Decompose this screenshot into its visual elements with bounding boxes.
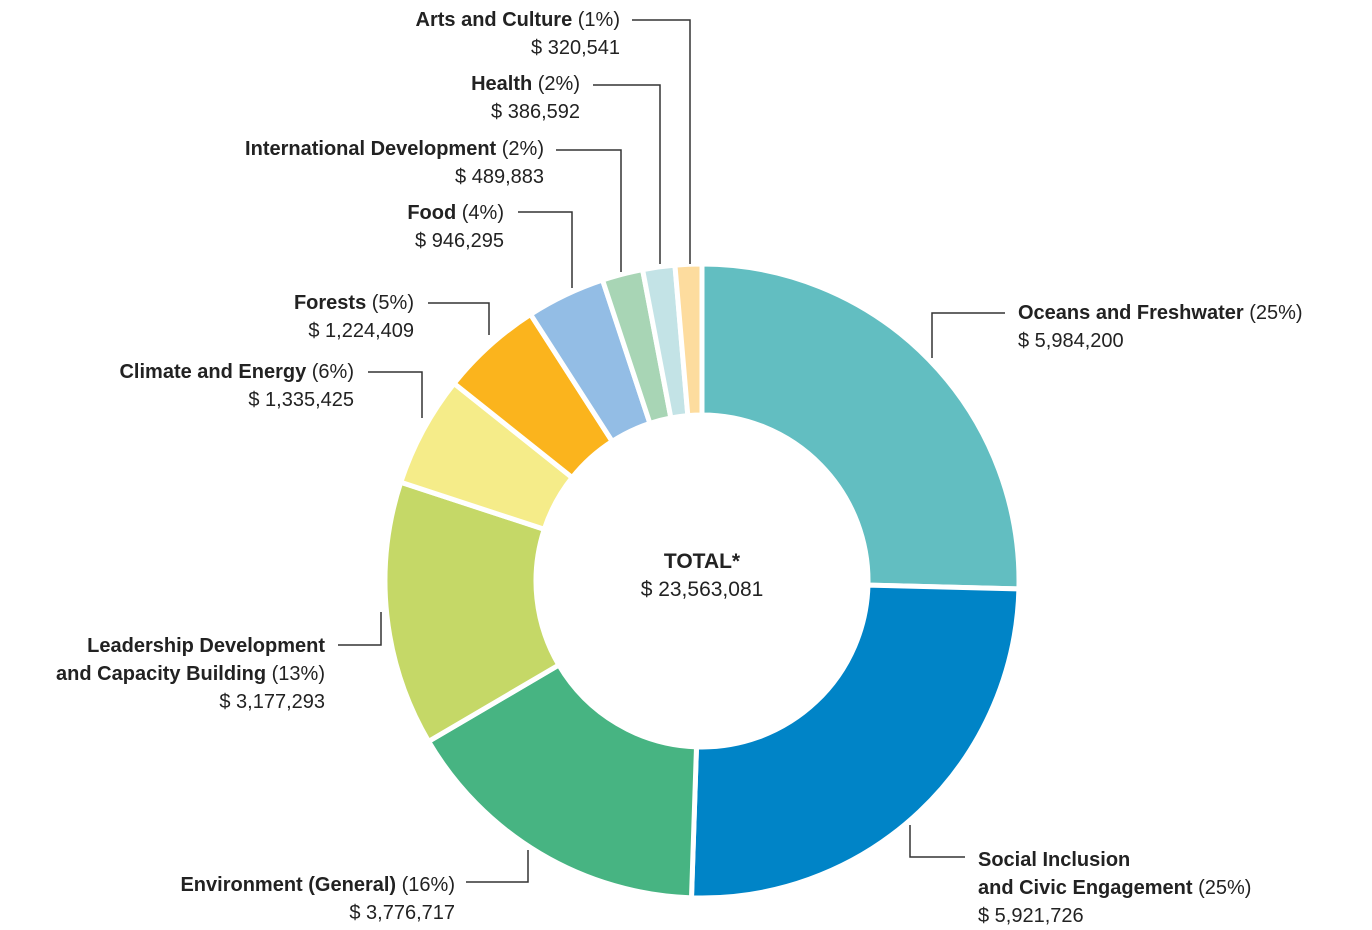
percent-label: (25%) xyxy=(1198,877,1252,899)
leader-line xyxy=(428,302,490,335)
slice-label: Food (4%) $ 946,295 xyxy=(407,199,504,255)
category-name: Climate and Energy xyxy=(119,361,307,383)
label-head: Arts and Culture (1%) xyxy=(416,6,620,34)
leader-line xyxy=(466,850,529,883)
slice-label: Climate and Energy (6%) $ 1,335,425 xyxy=(119,358,354,414)
leader-line xyxy=(593,84,661,264)
leader-line xyxy=(338,612,382,646)
slice xyxy=(382,479,563,745)
percent-label: (1%) xyxy=(577,9,620,31)
leader-line xyxy=(518,211,573,288)
label-head: Forests (5%) xyxy=(294,289,414,317)
total-value: $ 23,563,081 xyxy=(640,578,764,601)
percent-label: (2%) xyxy=(537,73,580,95)
slice-label: International Development (2%) $ 489,883 xyxy=(245,135,544,191)
category-name: International Development xyxy=(245,138,497,160)
label-head: Oceans and Freshwater (25%) xyxy=(1018,299,1303,327)
category-name: Arts and Culture xyxy=(415,9,573,31)
leader-line xyxy=(632,19,691,264)
percent-label: (13%) xyxy=(271,663,325,685)
label-head: Social Inclusion and Civic Engagement (2… xyxy=(978,846,1251,902)
slice xyxy=(672,261,705,419)
label-head: Climate and Energy (6%) xyxy=(119,358,354,386)
percent-label: (16%) xyxy=(401,874,455,896)
value-label: $ 3,177,293 xyxy=(219,691,325,713)
slice-label: Environment (General) (16%) $ 3,776,717 xyxy=(180,871,455,927)
label-head: Environment (General) (16%) xyxy=(180,871,455,899)
percent-label: (2%) xyxy=(501,138,544,160)
slice-label: Leadership Development and Capacity Buil… xyxy=(56,632,325,716)
value-label: $ 386,592 xyxy=(491,101,580,123)
category-name: Health xyxy=(471,73,533,95)
total: TOTAL* $ 23,563,081 xyxy=(552,548,852,604)
value-label: $ 320,541 xyxy=(531,37,620,59)
leader-line xyxy=(909,825,965,858)
category-name: Food xyxy=(407,202,457,224)
total-title: TOTAL* xyxy=(663,550,741,573)
label-head: International Development (2%) xyxy=(245,135,544,163)
percent-label: (6%) xyxy=(311,361,354,383)
value-label: $ 1,224,409 xyxy=(308,320,414,342)
label-head: Food (4%) xyxy=(407,199,504,227)
leader-line xyxy=(931,312,1005,358)
category-name: Oceans and Freshwater xyxy=(1018,302,1244,324)
slice-label: Forests (5%) $ 1,224,409 xyxy=(294,289,414,345)
slice xyxy=(699,261,1022,592)
value-label: $ 5,984,200 xyxy=(1018,330,1124,352)
slice-label: Health (2%) $ 386,592 xyxy=(471,70,580,126)
slice-label: Oceans and Freshwater (25%) $ 5,984,200 xyxy=(1018,299,1303,355)
category-name: Leadership Development and Capacity Buil… xyxy=(56,635,325,685)
slice xyxy=(425,661,700,901)
label-head: Health (2%) xyxy=(471,70,580,98)
slice-label: Arts and Culture (1%) $ 320,541 xyxy=(416,6,620,62)
percent-label: (25%) xyxy=(1249,302,1303,324)
leader-line xyxy=(556,149,622,272)
slice-label: Social Inclusion and Civic Engagement (2… xyxy=(978,846,1251,930)
value-label: $ 1,335,425 xyxy=(248,389,354,411)
percent-label: (5%) xyxy=(371,292,414,314)
slice xyxy=(688,582,1022,901)
value-label: $ 946,295 xyxy=(415,230,504,252)
percent-label: (4%) xyxy=(461,202,504,224)
leader-line xyxy=(368,371,423,418)
label-head: Leadership Development and Capacity Buil… xyxy=(56,632,325,688)
value-label: $ 5,921,726 xyxy=(978,905,1084,927)
value-label: $ 489,883 xyxy=(455,166,544,188)
value-label: $ 3,776,717 xyxy=(349,902,455,924)
category-name: Social Inclusion and Civic Engagement xyxy=(978,849,1193,899)
category-name: Forests xyxy=(293,292,367,314)
category-name: Environment (General) xyxy=(180,874,397,896)
